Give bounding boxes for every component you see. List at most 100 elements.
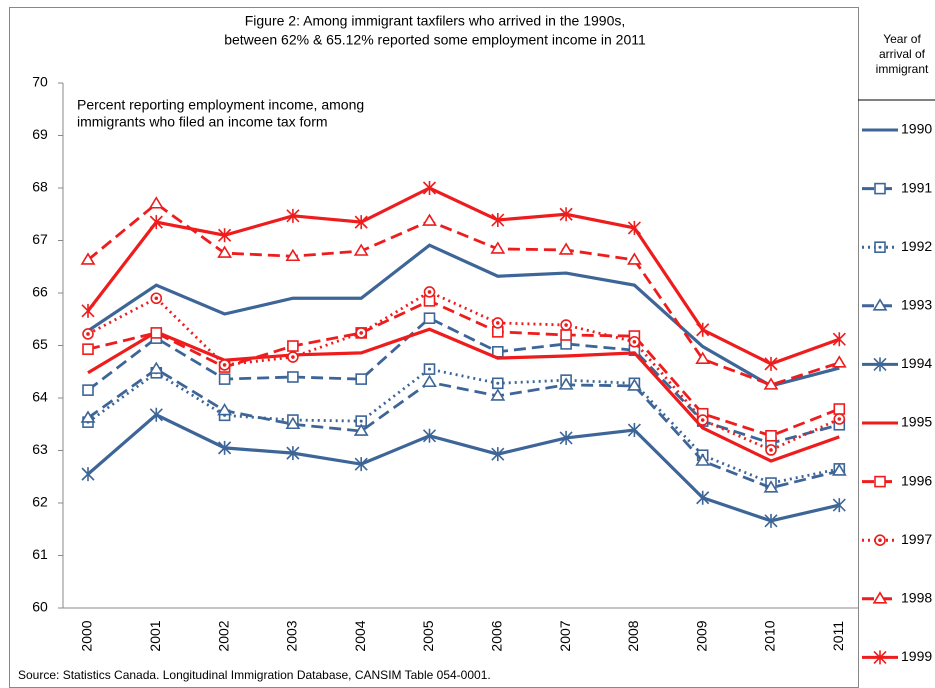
point [874,475,886,488]
point [763,377,779,390]
point [831,355,847,368]
y-tick-label: 62 [32,494,48,510]
chart-title: between 62% & 65.12% reported some emplo… [224,32,646,48]
point [695,351,711,364]
series-line [87,316,840,445]
y-tick-label: 68 [32,179,48,195]
point-dot [632,340,637,344]
point-dot [154,296,159,301]
point [696,322,710,337]
series-line [86,412,840,523]
legend-label: 1994 [901,355,932,371]
legend-label: 1997 [901,531,932,547]
point-dot [291,355,295,359]
point [354,457,368,472]
chart-title: Figure 2: Among immigrant taxfilers who … [245,13,626,29]
x-tick-label: 2000 [79,620,95,651]
point [286,208,300,223]
x-tick-label: 2008 [625,620,641,651]
series-line [86,186,840,366]
point [422,428,437,443]
point [81,303,95,318]
point [80,252,96,265]
point [422,181,437,195]
point-dot [769,448,773,452]
point [763,480,779,493]
point [353,423,369,436]
point [764,356,778,371]
series-line [87,299,840,438]
y-tick-label: 64 [32,389,48,405]
legend-label: 1993 [901,297,932,313]
point [626,252,642,265]
point [874,182,886,195]
x-tick-label: 2010 [762,620,778,651]
x-tick-label: 2004 [352,620,368,651]
point [422,213,437,226]
point [490,241,506,254]
series-line [87,367,840,485]
point [696,490,710,505]
point [285,416,301,430]
point [355,373,368,385]
point [560,329,572,341]
y-tick-label: 67 [32,231,48,247]
point-dot [359,419,363,423]
y-tick-label: 63 [32,441,48,457]
point [82,384,94,396]
point [764,513,778,528]
point [287,340,299,352]
point [148,361,164,374]
legend-label: 1992 [901,238,932,254]
point [559,430,573,445]
chart-frame [9,7,859,688]
point [558,242,574,255]
x-tick-label: 2006 [489,620,505,651]
point [218,373,231,385]
point [353,243,369,256]
x-tick-label: 2002 [215,620,231,651]
point [149,215,163,230]
point [423,312,436,325]
legend-label: 1991 [901,179,932,195]
point-dot [878,245,882,249]
point [491,447,505,462]
point [150,327,163,339]
point-dot [878,538,882,542]
point-dot [700,418,705,422]
series-line [87,201,840,387]
series-line [87,290,840,452]
point [149,407,163,422]
point-dot [837,417,842,421]
point [491,213,505,228]
point [626,378,642,391]
point [285,248,301,262]
point [832,332,846,347]
point [695,453,711,466]
point [148,196,164,209]
point-dot [222,363,227,367]
legend-title: Year of [883,32,921,46]
point [765,429,777,442]
point [558,377,574,390]
point-dot [496,381,500,385]
point [81,467,95,482]
annotation: Percent reporting employment income, amo… [77,97,364,113]
x-tick-label: 2011 [830,621,846,651]
x-tick-label: 2003 [284,620,300,651]
point [872,298,888,311]
x-tick-label: 2001 [147,620,163,651]
x-tick-label: 2007 [557,620,573,651]
legend: 1990 1991 1992 1993 1994 1995 1996 1997 1998 1999 [862,121,932,665]
point [217,403,233,416]
legend-title: immigrant [876,62,929,76]
point-dot [359,331,364,335]
point-dot [428,367,431,371]
y-tick-label: 70 [32,74,48,90]
source-note: Source: Statistics Canada. Longitudinal … [18,668,491,682]
y-tick-label: 65 [32,336,48,352]
point [217,245,233,258]
point [873,357,887,372]
x-tick-label: 2009 [693,620,709,651]
